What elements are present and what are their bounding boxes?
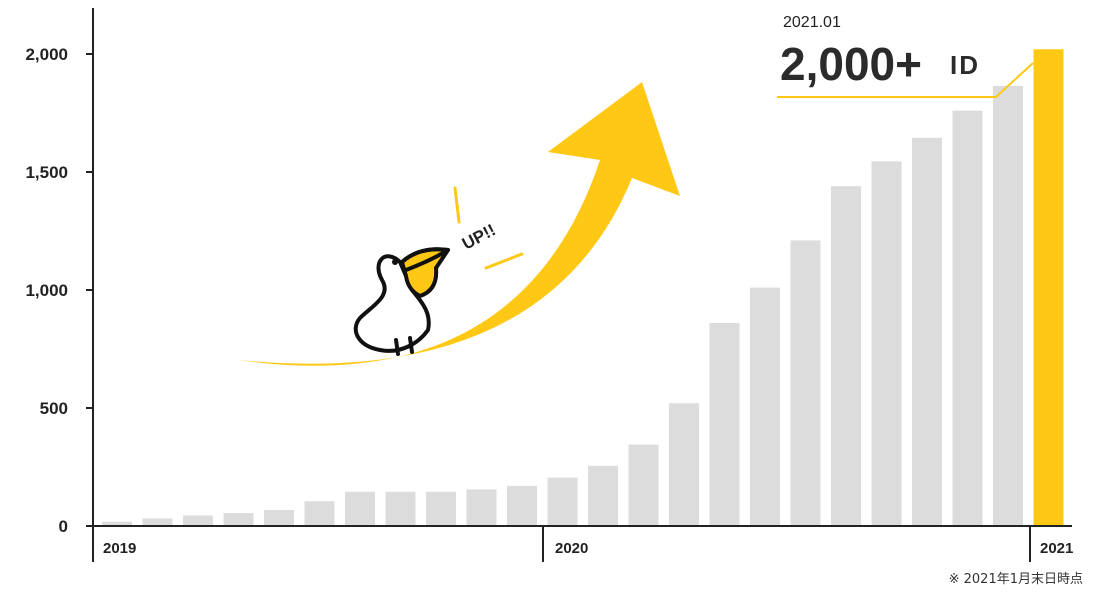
bar <box>669 403 699 526</box>
y-tick-label: 2,000 <box>25 45 68 64</box>
bar <box>871 161 902 526</box>
bar <box>426 491 456 526</box>
y-tick-label: 1,500 <box>25 163 68 182</box>
bar <box>547 477 578 526</box>
burst-line-1 <box>453 186 461 224</box>
bar <box>385 491 416 526</box>
bar <box>750 287 780 526</box>
callout-date: 2021.01 <box>783 14 841 31</box>
y-tick-label: 1,000 <box>25 281 68 300</box>
bar <box>102 521 132 526</box>
bar <box>709 323 740 526</box>
y-tick-label: 500 <box>40 399 68 418</box>
bar <box>223 513 254 526</box>
bar <box>507 485 537 526</box>
bar <box>183 515 213 526</box>
bars <box>102 49 1064 527</box>
bar <box>993 85 1023 527</box>
bar <box>912 137 942 526</box>
bar <box>304 501 335 526</box>
bar-highlight <box>1033 49 1064 526</box>
bar <box>952 110 983 526</box>
up-annotation: UP!! <box>459 220 499 253</box>
bar <box>790 240 821 526</box>
bar <box>588 465 618 526</box>
bar <box>628 444 659 526</box>
x-label-2019: 2019 <box>103 540 136 557</box>
bar <box>466 489 497 526</box>
callout-leader <box>777 62 1034 98</box>
x-label-2021: 2021 <box>1040 540 1073 557</box>
bar <box>264 509 294 526</box>
pelican-icon <box>353 247 450 356</box>
bar <box>345 491 375 526</box>
y-ticks: 0 500 1,000 1,500 2,000 <box>25 45 93 536</box>
footnote: ※ 2021年1月末日時点 <box>948 572 1083 587</box>
y-tick-label: 0 <box>59 517 68 536</box>
bar <box>142 518 173 526</box>
burst-line-2 <box>484 252 524 270</box>
callout-unit: ID <box>950 50 980 80</box>
x-label-2020: 2020 <box>555 540 588 557</box>
growth-arrow <box>238 82 680 366</box>
callout-value: 2,000+ <box>780 38 922 90</box>
bar <box>831 186 861 526</box>
